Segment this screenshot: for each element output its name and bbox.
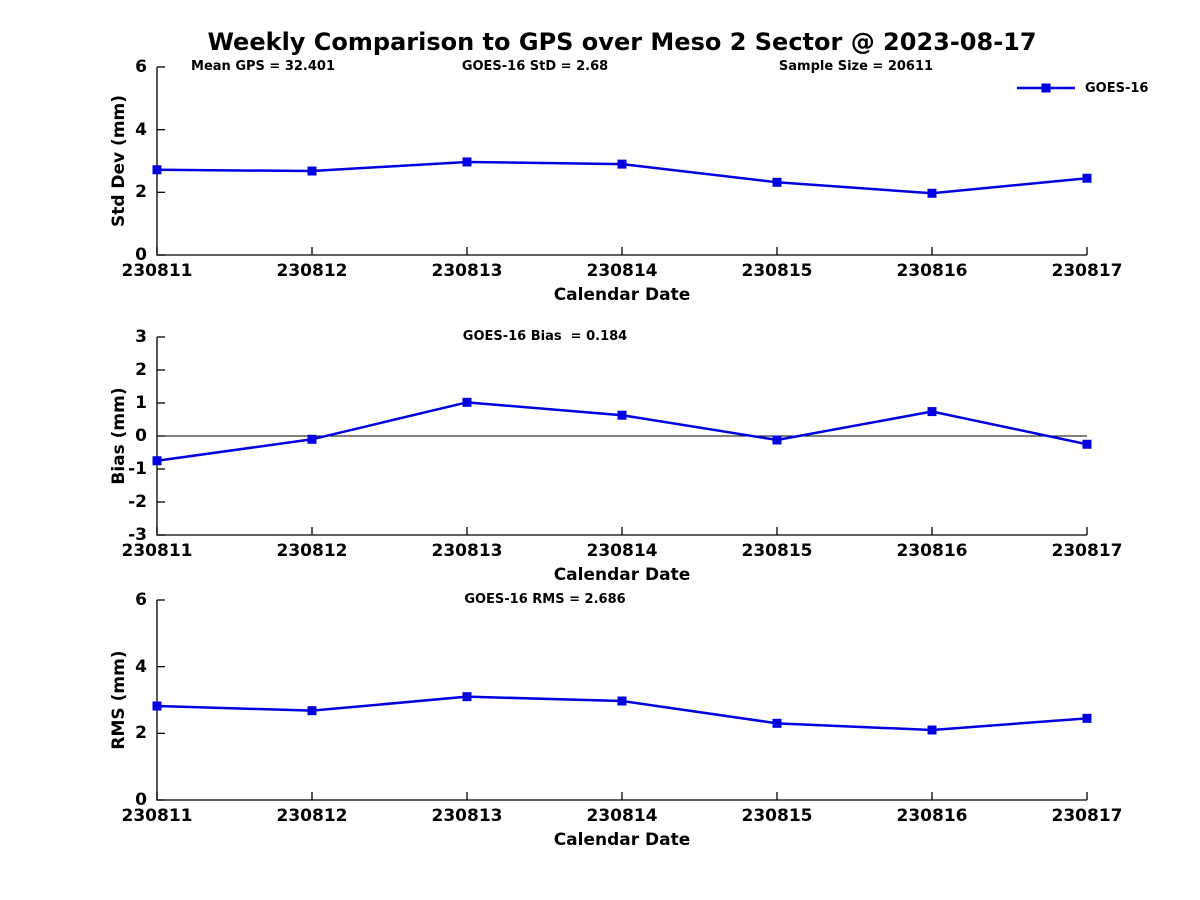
x-tick-label: 230817 <box>1051 541 1123 561</box>
data-marker <box>927 188 937 198</box>
plot-annotation: GOES-16 Bias = 0.184 <box>462 329 628 345</box>
data-marker <box>462 157 472 167</box>
data-marker <box>617 410 627 420</box>
data-marker <box>927 725 937 735</box>
x-tick-label: 230813 <box>431 806 503 826</box>
figure-title: Weekly Comparison to GPS over Meso 2 Sec… <box>207 28 1037 56</box>
x-tick-label: 230814 <box>586 806 658 826</box>
x-tick-label: 230816 <box>896 806 968 826</box>
data-marker <box>152 701 162 711</box>
x-tick-label: 230811 <box>121 806 193 826</box>
x-tick-label: 230815 <box>741 261 813 281</box>
x-tick-label: 230814 <box>586 261 658 281</box>
y-tick-label: -2 <box>128 492 147 512</box>
y-tick-label: 3 <box>135 327 147 347</box>
data-marker <box>617 696 627 706</box>
x-axis-label: Calendar Date <box>553 565 691 585</box>
y-tick-label: 6 <box>135 590 147 610</box>
x-tick-label: 230815 <box>741 806 813 826</box>
x-tick-label: 230814 <box>586 541 658 561</box>
x-tick-label: 230817 <box>1051 806 1123 826</box>
y-tick-label: -1 <box>128 459 147 479</box>
data-marker <box>462 692 472 702</box>
y-axis-label: Bias (mm) <box>108 387 129 485</box>
data-marker <box>152 456 162 466</box>
y-tick-label: 2 <box>135 182 147 203</box>
x-tick-label: 230815 <box>741 541 813 561</box>
data-marker <box>1082 439 1092 449</box>
plot-annotation: Sample Size = 20611 <box>778 59 934 75</box>
y-tick-label: 6 <box>135 57 147 77</box>
y-tick-label: 4 <box>135 119 147 140</box>
y-tick-label: 0 <box>135 426 147 446</box>
y-tick-label: 1 <box>135 393 147 413</box>
y-axis-label: RMS (mm) <box>108 650 129 750</box>
x-tick-label: 230813 <box>431 541 503 561</box>
x-axis-label: Calendar Date <box>553 285 691 305</box>
data-marker <box>772 435 782 445</box>
legend-line-marker-icon <box>1017 83 1075 93</box>
x-tick-label: 230811 <box>121 261 193 281</box>
y-tick-label: 0 <box>135 245 147 265</box>
y-axis-label: Std Dev (mm) <box>108 94 129 228</box>
y-tick-label: -3 <box>128 525 147 545</box>
y-tick-label: 0 <box>135 790 147 810</box>
x-tick-label: 230812 <box>276 806 348 826</box>
data-marker <box>307 434 317 444</box>
y-tick-label: 2 <box>135 360 147 380</box>
x-tick-label: 230813 <box>431 261 503 281</box>
data-marker <box>307 166 317 176</box>
data-marker <box>772 177 782 187</box>
x-tick-label: 230812 <box>276 261 348 281</box>
legend: GOES-16 <box>1015 80 1148 96</box>
plot-annotation: GOES-16 StD = 2.68 <box>461 59 609 75</box>
data-marker <box>1082 713 1092 723</box>
x-tick-label: 230816 <box>896 541 968 561</box>
plot-annotation: Mean GPS = 32.401 <box>191 59 335 75</box>
data-marker <box>1082 173 1092 183</box>
data-marker <box>927 407 937 417</box>
x-tick-label: 230816 <box>896 261 968 281</box>
x-tick-label: 230811 <box>121 541 193 561</box>
y-tick-label: 2 <box>135 723 147 744</box>
data-marker <box>462 397 472 407</box>
x-tick-label: 230817 <box>1051 261 1123 281</box>
x-axis-label: Calendar Date <box>553 830 691 850</box>
x-tick-label: 230812 <box>276 541 348 561</box>
data-marker <box>772 718 782 728</box>
data-marker <box>307 706 317 716</box>
data-marker <box>152 165 162 175</box>
data-marker <box>617 159 627 169</box>
legend-label: GOES-16 <box>1085 80 1149 96</box>
plot-annotation: GOES-16 RMS = 2.686 <box>464 592 626 608</box>
y-tick-label: 4 <box>135 656 147 677</box>
